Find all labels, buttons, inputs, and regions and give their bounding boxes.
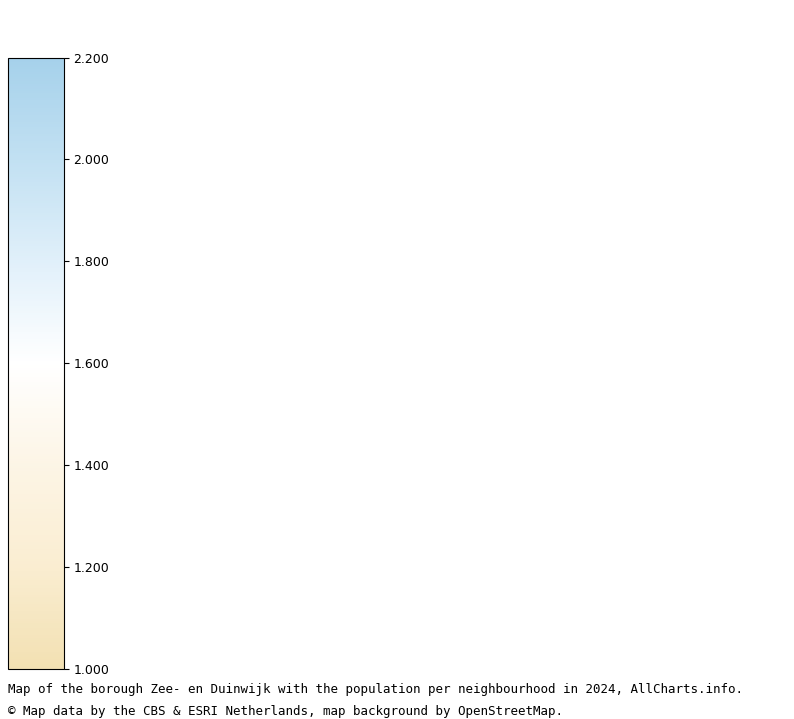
Text: Map of the borough Zee- en Duinwijk with the population per neighbourhood in 202: Map of the borough Zee- en Duinwijk with…	[8, 683, 743, 696]
Text: © Map data by the CBS & ESRI Netherlands, map background by OpenStreetMap.: © Map data by the CBS & ESRI Netherlands…	[8, 705, 563, 718]
